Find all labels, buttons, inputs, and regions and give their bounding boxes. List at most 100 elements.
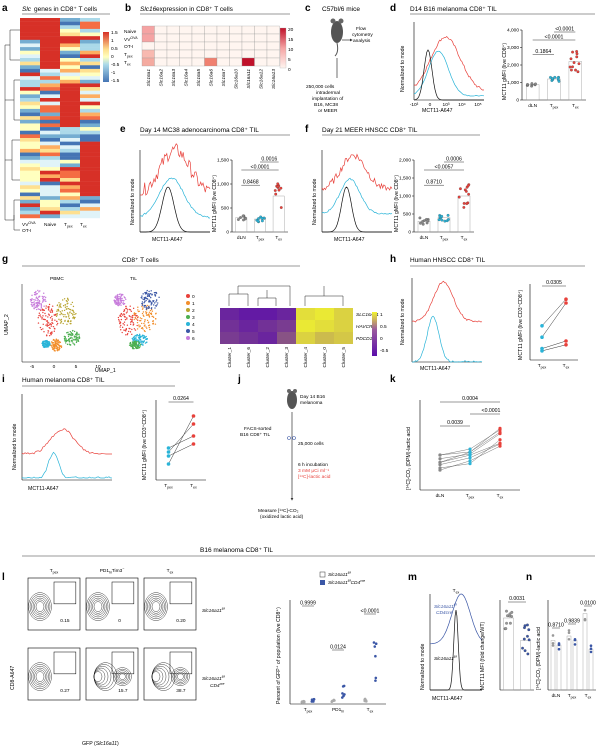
umap-point: [56, 310, 58, 313]
umap-point: [150, 304, 152, 306]
umap-point: [48, 303, 51, 306]
umap-point: [43, 305, 45, 307]
umap-point: [123, 313, 126, 316]
umap-point: [53, 339, 56, 341]
legend-swatch: [320, 580, 325, 585]
umap-point: [115, 302, 118, 304]
umap-point: [54, 347, 56, 350]
umap-point: [144, 324, 146, 326]
data-point: [239, 216, 242, 219]
p-value: 0.8710: [548, 623, 564, 629]
umap-point: [69, 330, 72, 333]
data-point: [551, 644, 555, 647]
umap-tick: 10: [95, 364, 101, 370]
data-point: [576, 70, 580, 74]
panel-k-ylabel: [¹⁴C]-CO₂ (DPM)-lactic acid: [406, 427, 412, 490]
data-point: [557, 647, 561, 651]
umap-point: [145, 335, 147, 338]
data-point: [310, 698, 314, 702]
umap-point: [53, 314, 55, 316]
umap-point: [125, 328, 127, 330]
umap-point: [116, 298, 119, 300]
umap-point: [70, 320, 72, 322]
panel-a-heatmap: [20, 18, 100, 219]
gate-percent: 0: [118, 618, 121, 624]
umap-point: [39, 308, 41, 311]
umap-point: [131, 316, 134, 319]
panel-b-title: expression in CD8⁺ T cells: [156, 6, 234, 13]
panel-a-cbar-tick: 1: [111, 38, 114, 44]
panel-a-cbar-tick: 0.5: [111, 46, 118, 52]
umap-point: [150, 296, 152, 299]
umap-point: [66, 297, 69, 300]
data-point: [577, 62, 581, 66]
flow-gate: [111, 651, 135, 675]
umap-point: [55, 345, 58, 348]
umap-point: [115, 303, 118, 305]
umap-point: [118, 293, 121, 296]
umap-point: [36, 303, 39, 305]
data-point: [426, 219, 430, 223]
umap-point: [40, 316, 42, 318]
panel-h-ylabel2: MCT11 gMFI (live CD3⁺CD8⁺): [518, 289, 524, 360]
data-point: [556, 76, 560, 80]
umap-point: [120, 301, 123, 303]
legend-label: 1: [192, 301, 195, 307]
umap-point: [120, 329, 122, 331]
umap-point: [51, 310, 54, 312]
data-point: [302, 701, 306, 705]
p-value: 0.0100: [580, 601, 596, 607]
data-point: [505, 621, 508, 625]
umap-point: [149, 301, 152, 303]
umap-point: [31, 304, 33, 307]
umap-point: [145, 299, 147, 302]
panel-f-ylabel: Normalized to mode: [312, 178, 318, 225]
umap-point: [50, 323, 53, 326]
y-tick-label: 1,000: [217, 182, 229, 188]
umap-point: [138, 339, 140, 341]
panel-g-umap: -5 0 5 10: [21, 284, 180, 370]
panel-e-letter: e: [120, 124, 126, 135]
umap-point: [152, 315, 154, 318]
p-value: <0.0001: [555, 27, 574, 33]
category-label: Tpex: [550, 103, 559, 110]
umap-point: [71, 312, 73, 315]
umap-point: [152, 316, 155, 319]
umap-point: [52, 325, 55, 328]
umap-point: [118, 299, 120, 302]
umap-point: [69, 334, 71, 336]
panel-a-cbar-tick: 1.5: [111, 30, 118, 36]
panel-i-letter: i: [2, 374, 5, 385]
umap-point: [69, 311, 71, 313]
panel-a-col-tpex: Tpex: [64, 222, 73, 229]
umap-point: [136, 314, 138, 317]
legend-label: 5: [192, 329, 195, 335]
p-value: 0.0124: [330, 645, 346, 651]
umap-point: [35, 290, 37, 293]
panel-d-histogram: -10³ 0 10³ 10⁴ 10⁵: [410, 22, 485, 108]
umap-point: [56, 340, 58, 342]
tube-icon: [287, 436, 296, 440]
y-tick-label: 0: [226, 230, 229, 236]
x-tick-label: -10³: [410, 102, 419, 108]
p-value: 0.0004: [462, 396, 478, 402]
panel-g-ylabel: UMAP_2: [4, 314, 10, 335]
umap-point: [69, 344, 72, 346]
umap-point: [158, 296, 160, 299]
data-point: [466, 184, 470, 188]
umap-point: [48, 326, 50, 329]
panel-b-gene: Slc16a7: [221, 69, 227, 87]
umap-point: [154, 291, 157, 294]
data-point: [241, 214, 245, 218]
umap-point: [71, 340, 73, 343]
umap-point: [67, 316, 70, 318]
panel-j-sort1: FACS-sorted: [244, 426, 272, 432]
umap-point: [76, 336, 79, 339]
umap-point: [120, 295, 122, 297]
umap-point: [35, 308, 38, 311]
umap-point: [144, 297, 146, 299]
data-point: [551, 642, 555, 645]
panel-j-inc2: 3 mM μCi ml⁻¹: [298, 468, 330, 474]
data-point: [570, 68, 573, 72]
